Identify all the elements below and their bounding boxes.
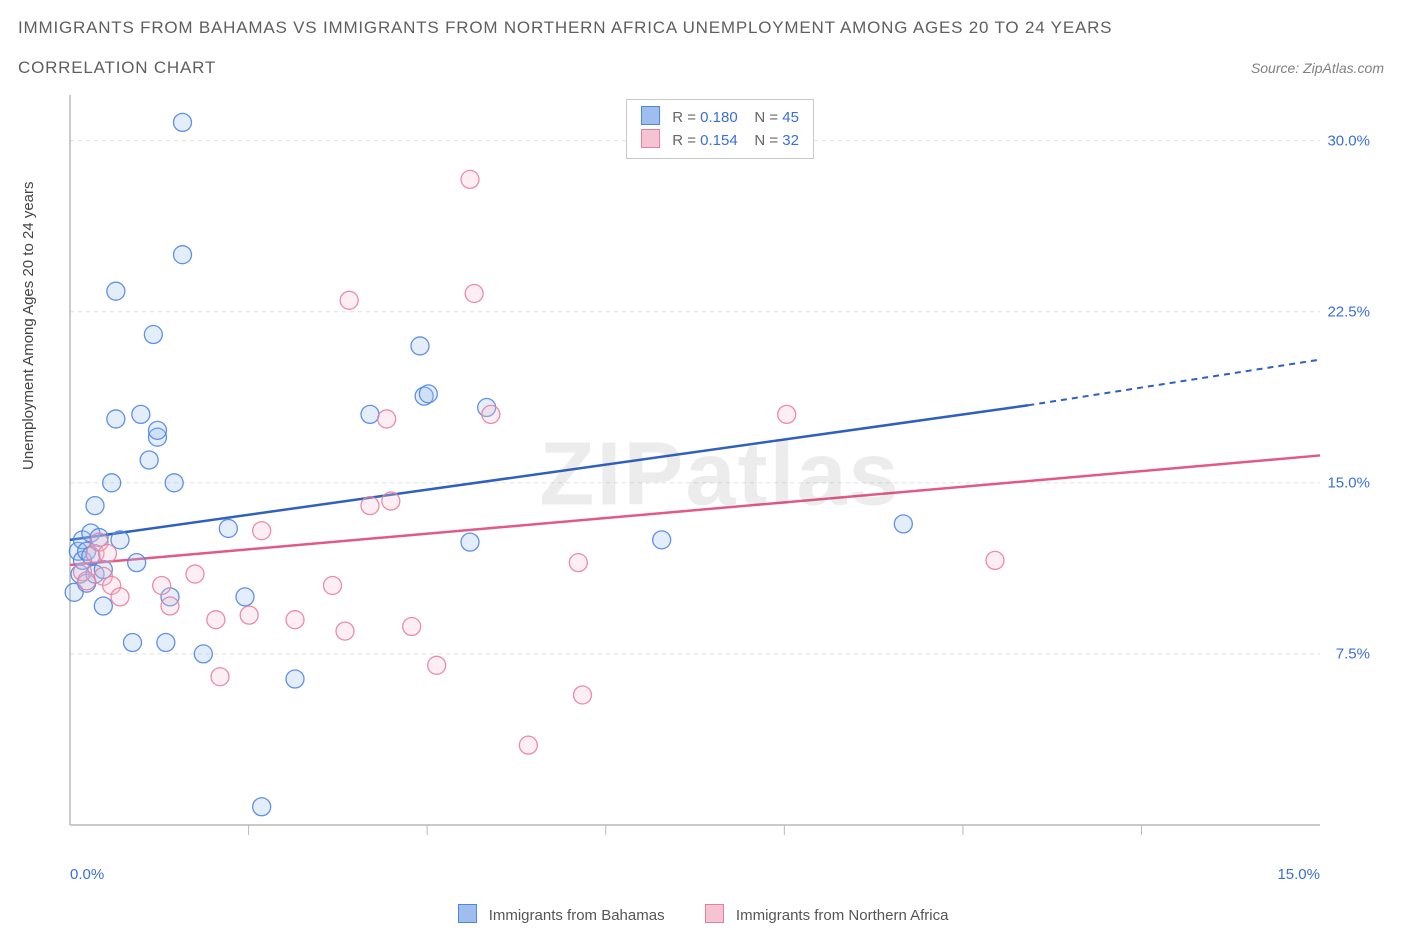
chart-source: Source: ZipAtlas.com [1251, 60, 1384, 76]
legend-bottom-label-bahamas: Immigrants from Bahamas [489, 907, 665, 924]
legend-N-label2: N = [754, 132, 778, 149]
y-tick-15: 15.0% [1327, 474, 1370, 491]
source-name: ZipAtlas.com [1303, 60, 1384, 76]
legend-N-nafrica: 32 [782, 132, 799, 149]
plot-area: ZIPatlas R = 0.180 N = 45 R = 0.154 N = … [60, 95, 1380, 855]
legend-R-label2: R = [672, 132, 696, 149]
y-tick-30: 30.0% [1327, 132, 1370, 149]
source-label: Source: [1251, 60, 1303, 76]
x-tick-15: 15.0% [1277, 866, 1320, 883]
legend-R-label: R = [672, 109, 696, 126]
chart-container: IMMIGRANTS FROM BAHAMAS VS IMMIGRANTS FR… [0, 0, 1406, 930]
legend-row-bahamas: R = 0.180 N = 45 [641, 106, 799, 129]
legend-series: Immigrants from Bahamas Immigrants from … [0, 904, 1406, 924]
legend-N-label: N = [754, 109, 778, 126]
y-tick-7: 7.5% [1336, 645, 1370, 662]
chart-svg [60, 95, 1380, 855]
chart-title-line2: CORRELATION CHART [18, 58, 216, 78]
chart-title-line1: IMMIGRANTS FROM BAHAMAS VS IMMIGRANTS FR… [18, 18, 1112, 38]
x-tick-0: 0.0% [70, 866, 104, 883]
legend-N-bahamas: 45 [782, 109, 799, 126]
legend-row-nafrica: R = 0.154 N = 32 [641, 129, 799, 152]
legend-swatch-nafrica [641, 129, 660, 148]
legend-bottom-swatch-nafrica [705, 904, 724, 923]
legend-item-bahamas: Immigrants from Bahamas [458, 904, 665, 924]
legend-swatch-bahamas [641, 106, 660, 125]
y-axis-label: Unemployment Among Ages 20 to 24 years [20, 181, 37, 470]
y-tick-22: 22.5% [1327, 303, 1370, 320]
legend-item-nafrica: Immigrants from Northern Africa [705, 904, 949, 924]
legend-R-nafrica: 0.154 [700, 132, 738, 149]
legend-bottom-label-nafrica: Immigrants from Northern Africa [736, 907, 949, 924]
legend-R-bahamas: 0.180 [700, 109, 738, 126]
legend-bottom-swatch-bahamas [458, 904, 477, 923]
legend-correlation: R = 0.180 N = 45 R = 0.154 N = 32 [626, 99, 814, 159]
